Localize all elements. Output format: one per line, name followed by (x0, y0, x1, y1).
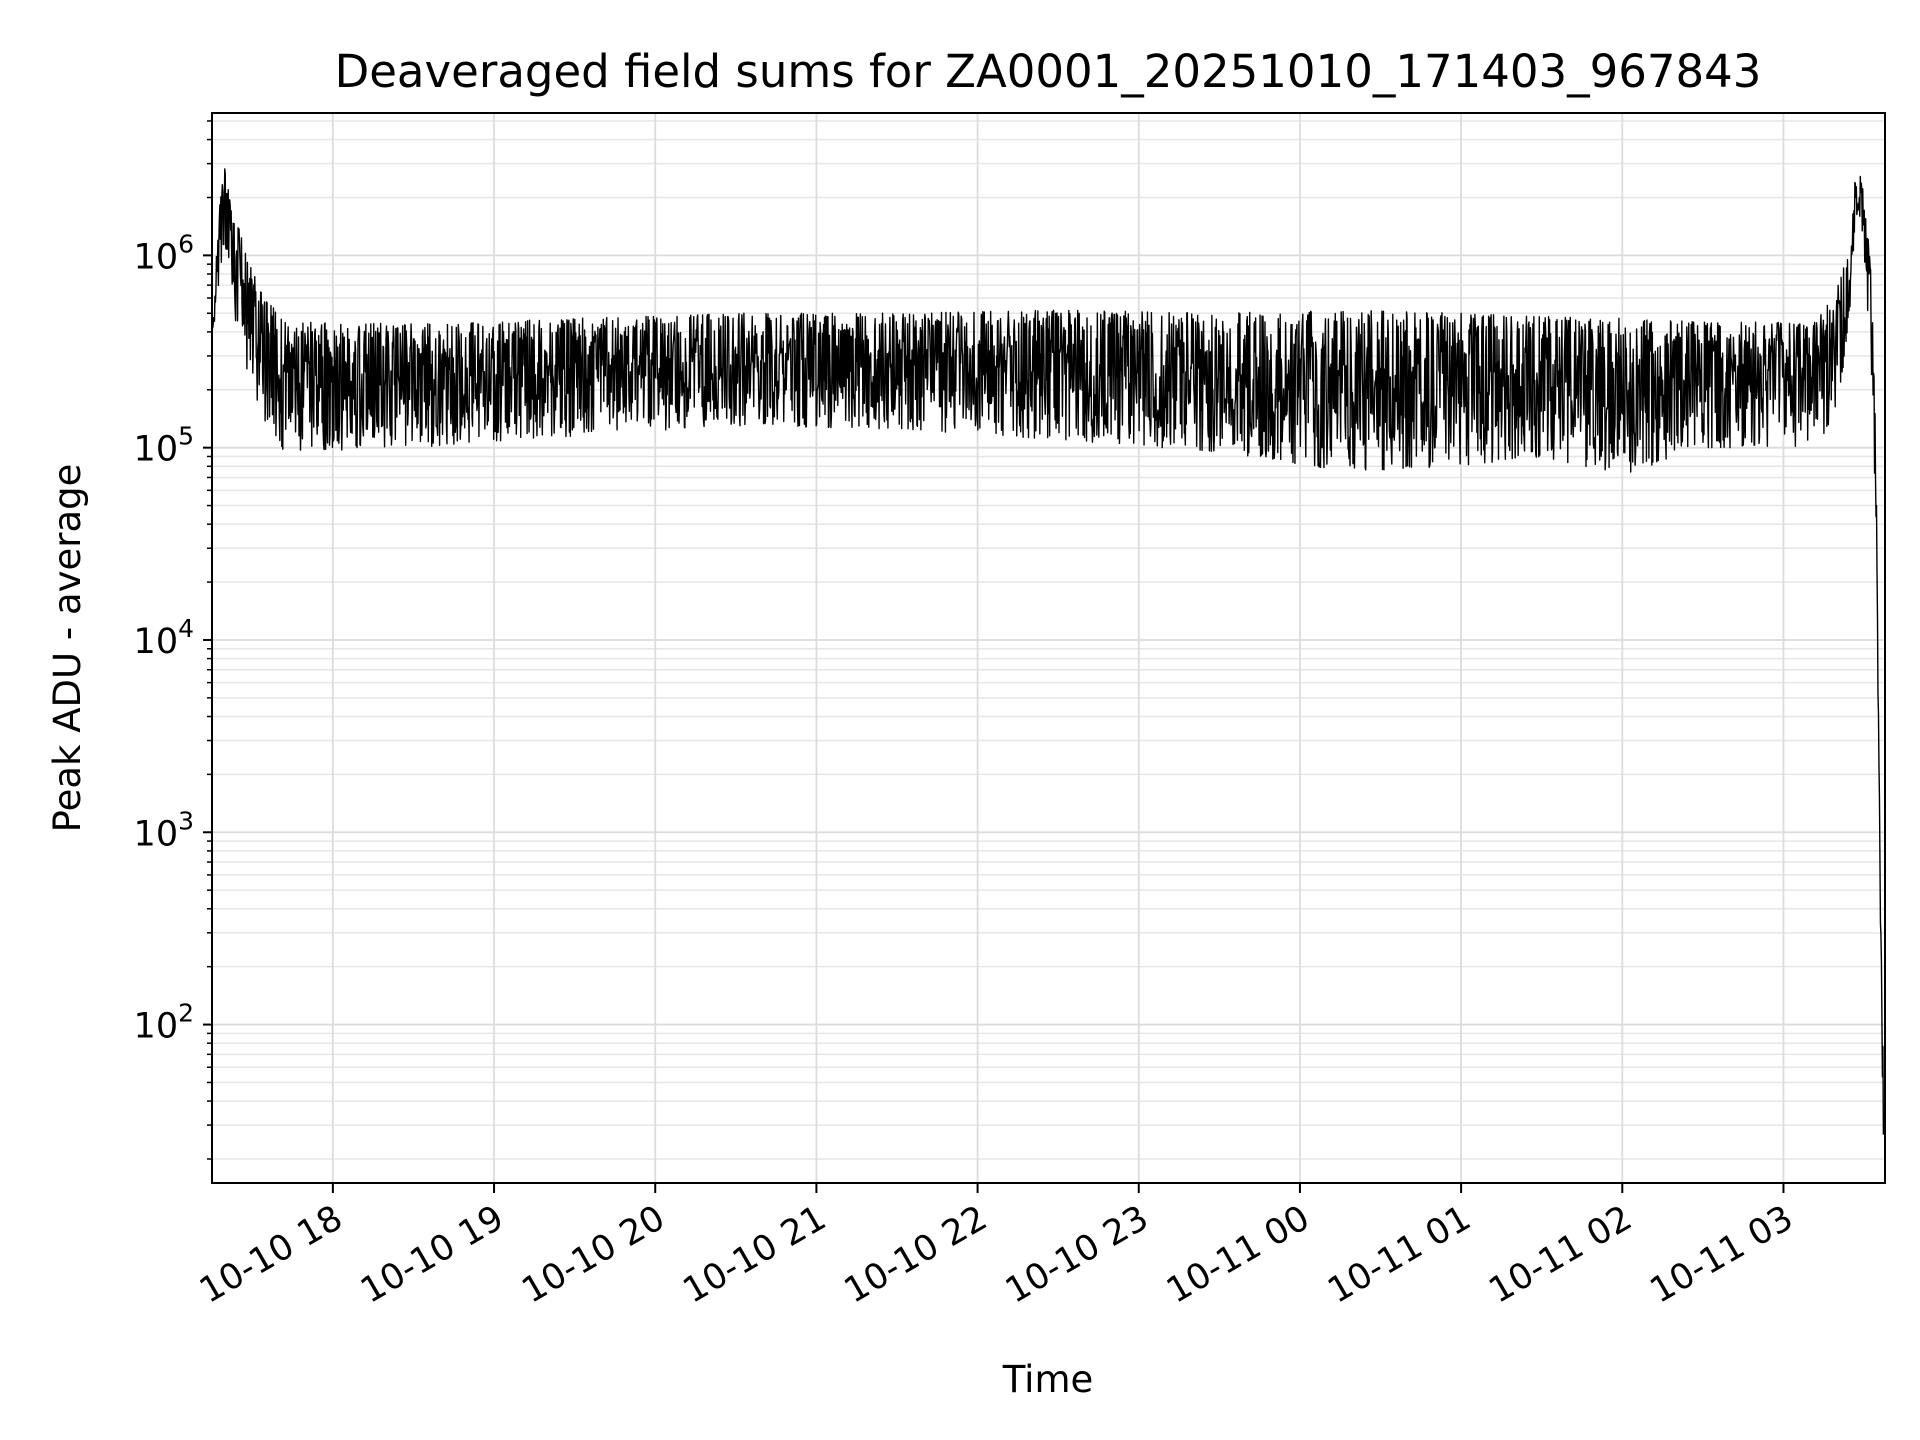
y-axis-ticks: 102 103 104 105 106 (134, 120, 212, 1160)
y-tick-label: 103 (134, 806, 194, 854)
minor-gridlines (212, 120, 1885, 1160)
y-tick-label: 105 (134, 422, 194, 470)
plot-frame (211, 112, 1886, 1184)
y-tick-label: 102 (134, 999, 194, 1047)
y-tick-label: 104 (134, 614, 194, 662)
x-axis-label: Time (1002, 1358, 1094, 1401)
series-line (211, 168, 1885, 1135)
y-tick-label: 106 (134, 229, 194, 277)
series-layer (211, 168, 1885, 1135)
chart-title: Deaveraged field sums for ZA0001_2025101… (335, 45, 1762, 98)
y-axis-label: Peak ADU - average (46, 464, 89, 833)
major-gridlines (212, 113, 1885, 1183)
